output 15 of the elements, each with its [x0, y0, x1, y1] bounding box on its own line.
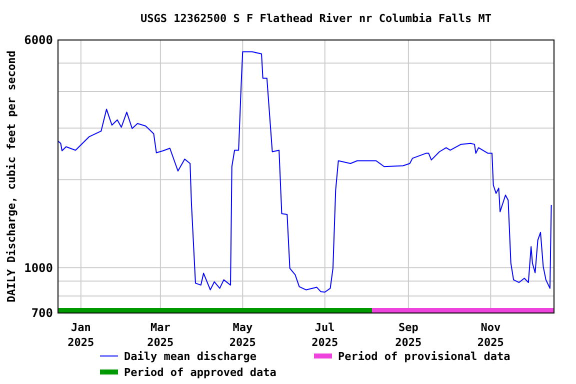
x-tick-label: Sep 2025	[395, 321, 422, 349]
chart-title: USGS 12362500 S F Flathead River nr Columbia Falls MT	[140, 12, 492, 25]
y-tick-label: 6000	[24, 33, 53, 48]
y-axis-title: DAILY Discharge, cubic feet per second	[5, 50, 18, 302]
y-tick-label: 700	[31, 306, 53, 320]
legend-label: Period of approved data	[124, 366, 276, 379]
x-tick-label: Jul 2025	[312, 321, 338, 349]
legend-label: Period of provisional data	[338, 350, 510, 363]
y-tick-label: 1000	[24, 260, 53, 275]
x-tick-label: Jan 2025	[68, 321, 94, 349]
x-tick-label: Nov 2025	[477, 321, 504, 349]
x-tick-label: Mar 2025	[147, 321, 174, 349]
x-tick-label: May 2025	[229, 321, 256, 349]
line-series	[58, 51, 552, 293]
legend-label: Daily mean discharge	[124, 350, 257, 363]
